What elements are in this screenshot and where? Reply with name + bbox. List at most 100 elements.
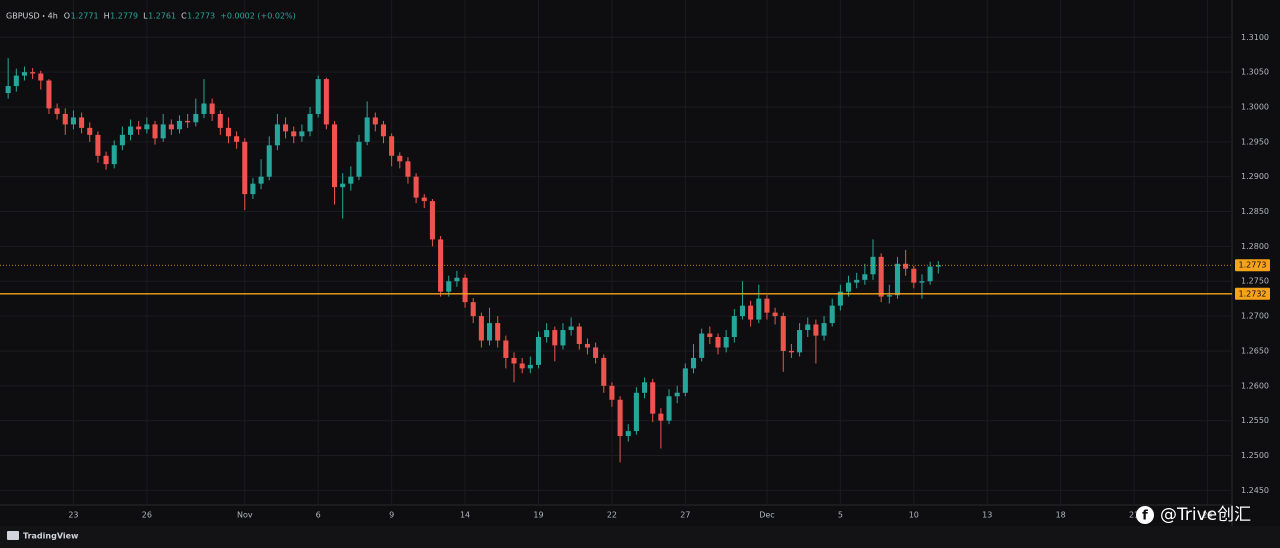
candle-body bbox=[715, 337, 721, 348]
candle-body bbox=[160, 124, 166, 139]
legend: GBPUSD 4h O 1.2771 H 1.2779 L 1.2761 C 1.2773 +0.0… bbox=[6, 12, 296, 21]
candle-body bbox=[894, 263, 901, 296]
x-tick-label: 5 bbox=[838, 511, 843, 520]
candle-body bbox=[266, 145, 272, 177]
x-tick-label: 24 bbox=[1202, 511, 1212, 520]
candle-body bbox=[274, 124, 280, 146]
candle-body bbox=[13, 75, 19, 87]
grid bbox=[0, 0, 1232, 505]
candle-body bbox=[429, 201, 435, 240]
x-tick-label: 27 bbox=[680, 511, 690, 520]
legend-field-value: 1.2779 bbox=[110, 12, 138, 21]
candle-body bbox=[258, 176, 264, 184]
candle-body bbox=[568, 326, 574, 331]
candle-body bbox=[503, 340, 509, 358]
candle-body bbox=[699, 333, 705, 358]
candle-body bbox=[772, 312, 778, 317]
candle-body bbox=[911, 268, 917, 283]
candle-body bbox=[242, 141, 248, 195]
candle-body bbox=[103, 155, 109, 165]
axes: 1.2450 1.2500 1.2550 1.2600 1.2650 1.2700 1.27… bbox=[68, 33, 1270, 520]
candle-body bbox=[209, 103, 215, 114]
candle-body bbox=[185, 120, 191, 123]
y-tick-label: 1.2650 bbox=[1241, 346, 1269, 355]
candle-body bbox=[886, 295, 892, 297]
candle-body bbox=[511, 357, 517, 364]
candle-body bbox=[690, 357, 697, 369]
price-tag bbox=[1235, 259, 1270, 272]
y-tick-label: 1.3100 bbox=[1241, 33, 1269, 42]
candle-body bbox=[30, 72, 36, 74]
legend-field-value: 1.2773 bbox=[187, 12, 215, 21]
candle-body bbox=[650, 382, 656, 414]
candle-body bbox=[291, 131, 297, 137]
candle-body bbox=[878, 256, 884, 297]
candle-body bbox=[707, 333, 713, 338]
candle-body bbox=[217, 113, 223, 128]
candle-body bbox=[862, 274, 868, 280]
candle-body bbox=[201, 103, 207, 114]
candle-body bbox=[723, 337, 729, 348]
candle-body bbox=[438, 239, 444, 292]
y-tick-label: 1.2900 bbox=[1241, 172, 1269, 181]
branding-group[interactable]: TradingView bbox=[7, 531, 79, 541]
candle-body bbox=[389, 136, 395, 156]
candle-body bbox=[527, 364, 533, 369]
candle-body bbox=[136, 126, 142, 130]
candle-body bbox=[846, 282, 852, 292]
candle-body bbox=[225, 127, 231, 137]
candle-body bbox=[119, 134, 125, 146]
x-tick-label: 10 bbox=[909, 511, 919, 520]
candle-body bbox=[364, 117, 370, 142]
candle-body bbox=[299, 131, 305, 137]
legend-field-label: H bbox=[104, 12, 110, 21]
candle-body bbox=[405, 161, 411, 177]
y-tick-label: 1.2750 bbox=[1241, 277, 1269, 286]
candle-body bbox=[535, 337, 542, 365]
x-tick-label: 13 bbox=[982, 511, 992, 520]
candle-body bbox=[478, 316, 484, 341]
candle-body bbox=[739, 305, 745, 317]
price-tag-label: 1.2732 bbox=[1239, 289, 1267, 298]
tradingview-logo bbox=[7, 531, 19, 540]
candle-body bbox=[584, 343, 590, 348]
legend-interval: 4h bbox=[48, 12, 58, 21]
candle-body bbox=[454, 277, 460, 282]
candle-body bbox=[128, 126, 134, 135]
candle-body bbox=[487, 323, 493, 341]
candle-body bbox=[38, 73, 44, 81]
candle-body bbox=[674, 392, 680, 397]
plot bbox=[0, 58, 1232, 463]
x-tick-label: 23 bbox=[68, 511, 78, 520]
legend-field-label: O bbox=[64, 12, 70, 21]
candle-body bbox=[764, 298, 770, 313]
candle-body bbox=[748, 305, 754, 320]
y-tick-label: 1.2850 bbox=[1241, 207, 1269, 216]
candle-body bbox=[144, 124, 150, 130]
x-tick-label: 26 bbox=[142, 511, 152, 520]
candle-body bbox=[5, 86, 11, 94]
candle-body bbox=[79, 117, 85, 128]
candle-body bbox=[111, 145, 117, 165]
y-tick-label: 1.2550 bbox=[1241, 416, 1269, 425]
candle-body bbox=[193, 113, 199, 123]
candle-body bbox=[307, 113, 313, 132]
watermark-group: f @Trive创汇 bbox=[1136, 505, 1251, 525]
legend-field-label: L bbox=[143, 12, 148, 21]
candle-body bbox=[633, 392, 639, 432]
legend-field-value: 1.2761 bbox=[148, 12, 176, 21]
price-tag bbox=[1235, 287, 1270, 300]
candle-body bbox=[315, 79, 321, 114]
legend-field-value: 1.2771 bbox=[71, 12, 99, 21]
y-tick-label: 1.2500 bbox=[1241, 451, 1269, 460]
candle-body bbox=[682, 368, 688, 393]
y-tick-label: 1.3000 bbox=[1241, 102, 1269, 111]
candle-body bbox=[331, 124, 338, 188]
candle-body bbox=[21, 72, 28, 76]
candle-body bbox=[62, 113, 68, 125]
x-tick-label: 6 bbox=[316, 511, 321, 520]
x-tick-label: 19 bbox=[533, 511, 543, 520]
watermark-icon-letter: f bbox=[1142, 509, 1148, 524]
